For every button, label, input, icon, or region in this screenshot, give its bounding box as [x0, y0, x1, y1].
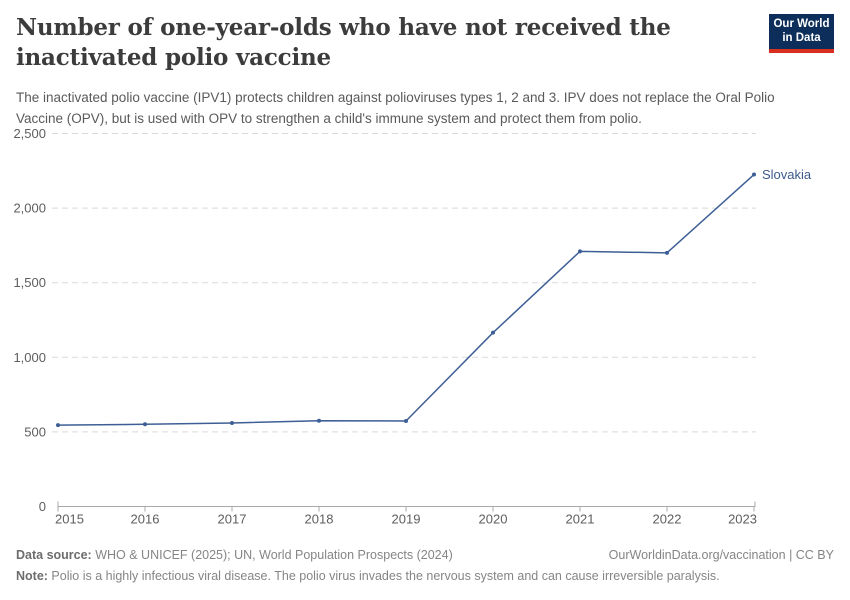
- x-tick-label: 2022: [653, 512, 682, 527]
- data-point[interactable]: [578, 249, 582, 254]
- note-line: Note: Polio is a highly infectious viral…: [16, 569, 720, 583]
- data-point[interactable]: [230, 420, 234, 425]
- y-tick-label: 2,500: [13, 126, 46, 141]
- footer-source-row: Data source: WHO & UNICEF (2025); UN, Wo…: [16, 546, 834, 564]
- data-point[interactable]: [752, 172, 756, 177]
- data-source-label: Data source:: [16, 548, 92, 562]
- x-tick-label: 2019: [392, 512, 421, 527]
- y-tick-label: 1,000: [13, 350, 46, 365]
- data-source-text: WHO & UNICEF (2025); UN, World Populatio…: [91, 548, 453, 562]
- data-point[interactable]: [143, 422, 147, 427]
- data-source-line: Data source: WHO & UNICEF (2025); UN, Wo…: [16, 546, 453, 564]
- note-label: Note:: [16, 569, 48, 584]
- x-tick-label: 2017: [218, 512, 247, 527]
- data-point[interactable]: [491, 330, 495, 335]
- y-tick-label: 0: [39, 499, 46, 514]
- x-tick-label: 2015: [55, 512, 84, 527]
- owid-logo-line2: in Data: [782, 32, 821, 44]
- x-tick-label: 2018: [305, 512, 334, 527]
- chart-footer: Data source: WHO & UNICEF (2025); UN, Wo…: [16, 546, 834, 585]
- data-line-slovakia[interactable]: [57, 173, 755, 426]
- data-point[interactable]: [56, 423, 60, 428]
- y-tick-label: 500: [24, 424, 46, 439]
- note-text: Polio is a highly infectious viral disea…: [47, 569, 720, 584]
- owid-attribution-link[interactable]: OurWorldinData.org/vaccination | CC BY: [608, 548, 834, 562]
- footer-note-row: Note: Polio is a highly infectious viral…: [16, 567, 834, 585]
- x-tick-label: 2016: [131, 512, 160, 527]
- x-tick-label: 2023: [728, 512, 757, 527]
- owid-logo-line1: Our World: [773, 18, 830, 30]
- data-point[interactable]: [317, 418, 321, 423]
- y-tick-label: 2,000: [13, 201, 46, 216]
- chart-title: Number of one-year-olds who have not rec…: [16, 14, 671, 71]
- y-tick-label: 1,500: [13, 275, 46, 290]
- chart-subtitle: The inactivated polio vaccine (IPV1) pro…: [16, 89, 775, 126]
- owid-logo: Our World in Data: [769, 14, 834, 53]
- x-tick-label: 2020: [479, 512, 508, 527]
- x-axis-line: [57, 501, 756, 507]
- x-tick-label: 2021: [566, 512, 595, 527]
- data-point[interactable]: [665, 250, 669, 255]
- data-point[interactable]: [404, 419, 408, 424]
- series-end-label[interactable]: Slovakia: [762, 167, 812, 182]
